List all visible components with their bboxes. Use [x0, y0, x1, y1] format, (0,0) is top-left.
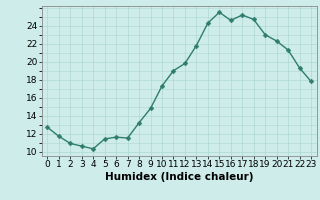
X-axis label: Humidex (Indice chaleur): Humidex (Indice chaleur) — [105, 172, 253, 182]
